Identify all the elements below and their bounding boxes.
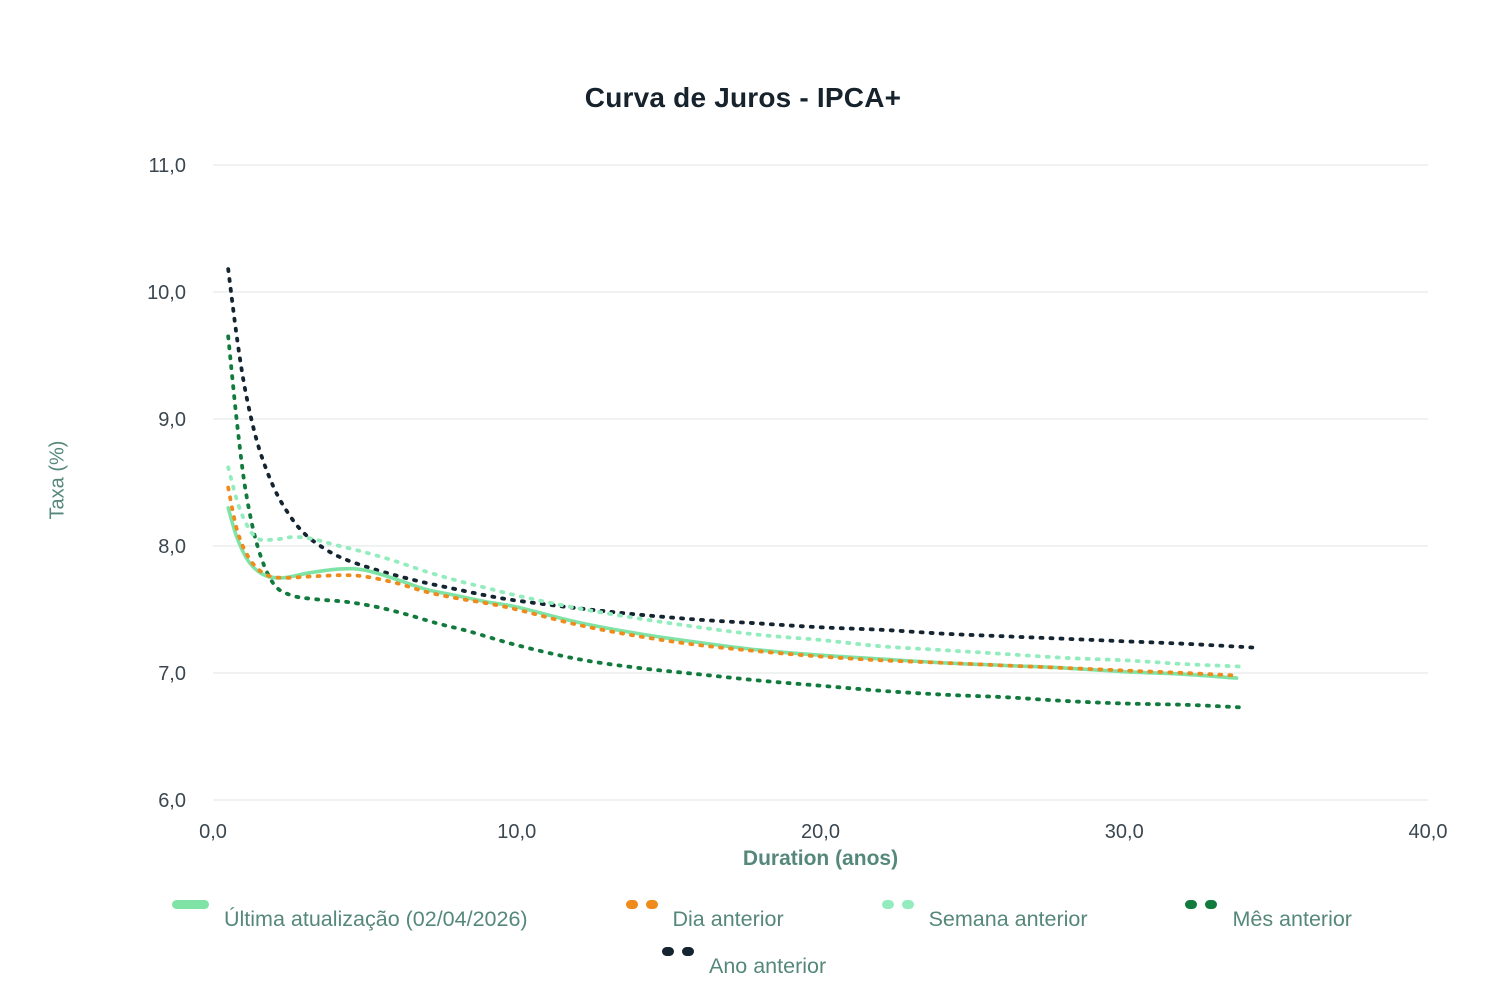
series-line-mes-anterior [226,334,1242,710]
series-line-dia-anterior [226,485,1239,678]
legend-label: Semana anterior [928,907,1088,931]
y-tick-label: 6,0 [158,790,186,812]
series-line-semana-anterior [226,465,1248,669]
legend-swatch-dashed [1185,900,1218,909]
x-tick-label: 10,0 [497,821,536,843]
chart-title: Curva de Juros - IPCA+ [584,82,902,113]
x-axis-label: Duration (anos) [742,847,899,870]
legend-label: Ano anterior [709,953,827,978]
legend-swatch-solid [172,900,209,909]
y-tick-label: 7,0 [158,663,186,685]
legend-item-mes-anterior[interactable]: Mês anterior [1185,894,1352,932]
y-tick-label: 10,0 [147,282,186,304]
x-tick-label: 30,0 [1105,821,1144,843]
x-tick-label: 40,0 [1409,821,1448,843]
legend-label: Última atualização (02/04/2026) [224,907,528,931]
legend-label: Mês anterior [1232,907,1352,931]
legend: Última atualização (02/04/2026) Dia anter… [0,894,1486,978]
legend-swatch-dashed [881,900,914,909]
x-tick-label: 20,0 [801,821,840,843]
x-tick-label: 0,0 [199,821,227,843]
series-line-ano-anterior [226,267,1257,650]
legend-item-ano-anterior[interactable]: Ano anterior [662,941,826,979]
legend-row-2: Ano anterior [662,941,1486,979]
legend-item-semana-anterior[interactable]: Semana anterior [881,894,1088,932]
legend-swatch-dashed [662,946,694,956]
y-tick-label: 11,0 [149,155,186,177]
y-tick-label: 8,0 [158,536,186,558]
legend-row-1: Última atualização (02/04/2026) Dia anter… [172,894,1352,932]
legend-item-ultima-atualizacao-02-04-2026[interactable]: Última atualização (02/04/2026) [172,894,528,932]
y-axis-label: Taxa (%) [46,440,69,520]
series-line-ultima-atualizacao-02-04-2026 [226,506,1239,680]
legend-swatch-dashed [625,900,658,909]
y-tick-label: 9,0 [158,409,186,431]
legend-item-dia-anterior[interactable]: Dia anterior [625,894,784,932]
legend-label: Dia anterior [672,907,784,931]
